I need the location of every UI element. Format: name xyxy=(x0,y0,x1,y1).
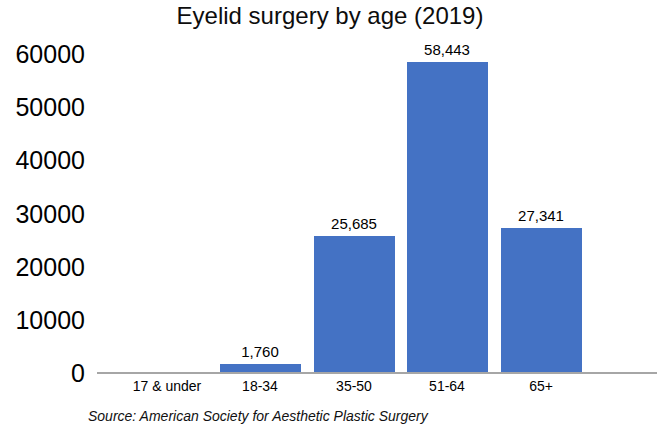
bar-65+ xyxy=(501,228,582,373)
bar-value-label: 25,685 xyxy=(331,216,377,231)
y-tick-label: 0 xyxy=(71,361,85,386)
bar-chart: Eyelid surgery by age (2019) 0 10000 20000… xyxy=(0,0,660,439)
bar-51-64 xyxy=(407,62,488,373)
x-tick-label: 65+ xyxy=(529,379,553,393)
bar-value-label: 1,760 xyxy=(241,344,279,359)
source-note: Source: American Society for Aesthetic P… xyxy=(88,408,428,424)
chart-title: Eyelid surgery by age (2019) xyxy=(0,2,660,30)
bar-35-50 xyxy=(314,236,395,373)
bar-value-label: 58,443 xyxy=(424,42,470,57)
y-tick-label: 60000 xyxy=(15,42,85,67)
y-tick-label: 20000 xyxy=(15,254,85,279)
y-tick-label: 30000 xyxy=(15,201,85,226)
x-tick-label: 51-64 xyxy=(429,379,465,393)
y-tick-label: 40000 xyxy=(15,148,85,173)
y-tick-label: 10000 xyxy=(15,307,85,332)
bar-value-label: 27,341 xyxy=(518,208,564,223)
x-tick-label: 17 & under xyxy=(133,379,202,393)
x-tick-label: 18-34 xyxy=(242,379,278,393)
y-tick-label: 50000 xyxy=(15,95,85,120)
x-axis-line xyxy=(97,372,657,374)
x-tick-label: 35-50 xyxy=(336,379,372,393)
